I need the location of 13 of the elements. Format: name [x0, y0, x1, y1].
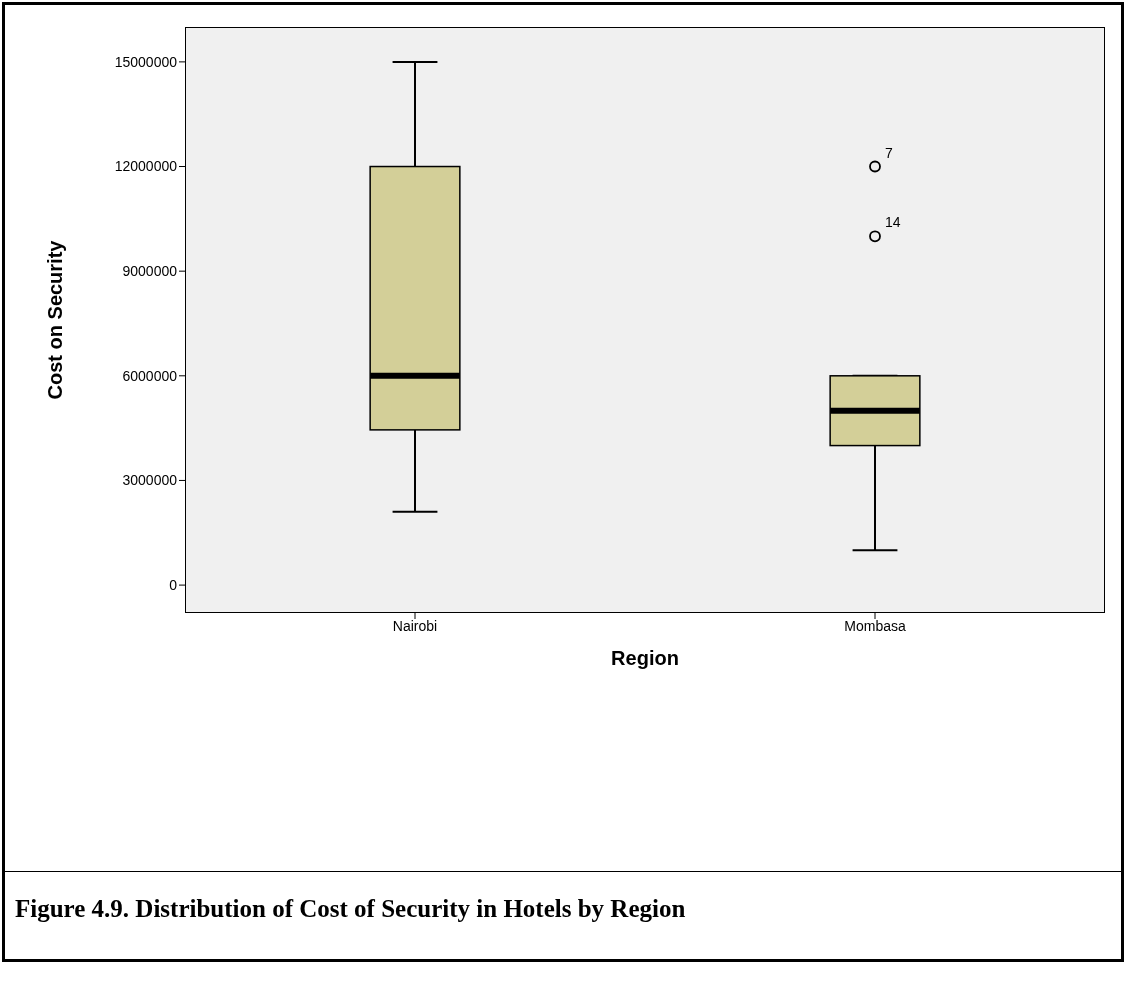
- caption: Figure 4.9. Distribution of Cost of Security in Hotels by Region: [15, 895, 686, 923]
- y-axis-title: Cost on Security: [44, 239, 67, 400]
- y-tick-label: 0: [169, 577, 178, 594]
- y-tick-label: 12000000: [114, 158, 178, 175]
- y-tick-label: 15000000: [114, 53, 178, 70]
- x-tick-label: Mombasa: [844, 617, 906, 634]
- y-tick-label: 9000000: [122, 263, 178, 280]
- annotation: 14: [885, 214, 901, 231]
- annotation: 7: [885, 144, 893, 161]
- x-tick-label: Nairobi: [392, 617, 438, 634]
- y-tick-label: 3000000: [122, 472, 178, 489]
- x-axis-title: Region: [611, 647, 679, 669]
- y-tick-label: 6000000: [122, 367, 178, 384]
